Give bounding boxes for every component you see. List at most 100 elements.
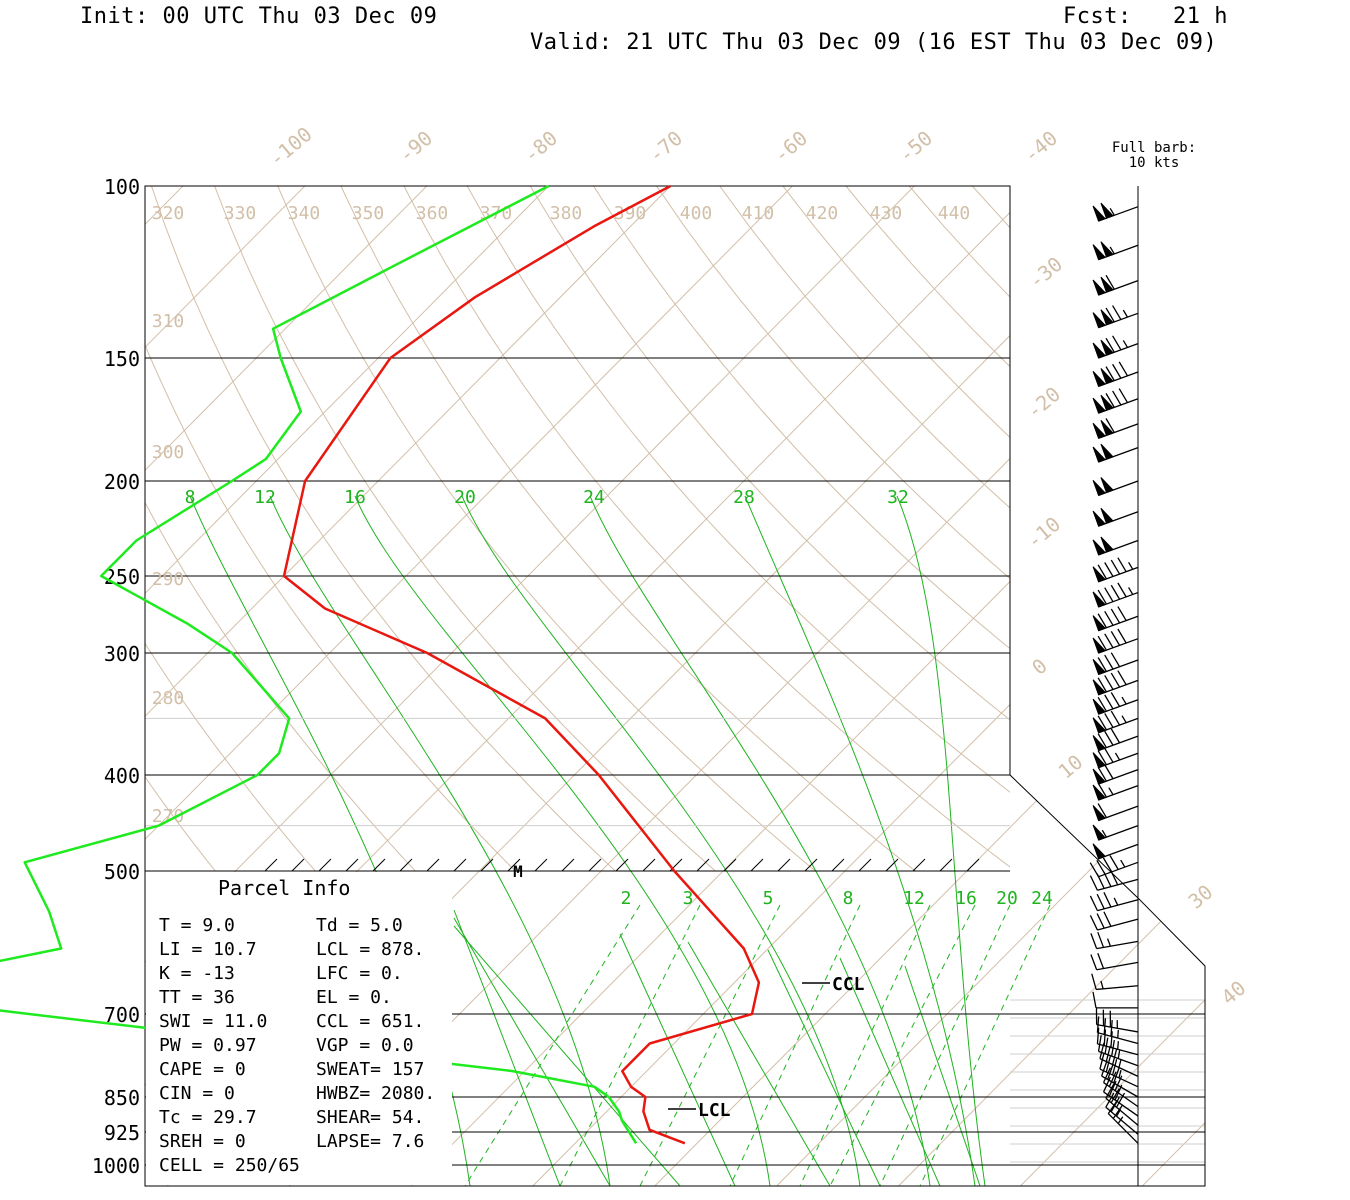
wind-barb bbox=[1091, 973, 1139, 991]
hatch-tick bbox=[561, 858, 575, 872]
pressure-tick-label: 300 bbox=[104, 642, 140, 666]
parcel-info-left: CELL = 250/65 bbox=[159, 1155, 300, 1176]
parcel-info-title: Parcel Info bbox=[218, 876, 350, 900]
theta-label: 430 bbox=[870, 203, 903, 224]
lcl-label: LCL bbox=[698, 1100, 731, 1121]
theta-label: 390 bbox=[614, 203, 647, 224]
isotherm-label: 40 bbox=[1217, 976, 1251, 1010]
mixing-ratio-label: 3 bbox=[683, 888, 694, 909]
barb-full bbox=[1112, 335, 1122, 351]
barb-full bbox=[1103, 911, 1112, 927]
parcel-info-left: CIN = 0 bbox=[159, 1083, 235, 1104]
mixing-ratio-label: 28 bbox=[733, 487, 755, 508]
wind-barb bbox=[1089, 892, 1139, 912]
mixing-ratio-dashed-line bbox=[919, 904, 1051, 1186]
barb-staff bbox=[1097, 918, 1139, 931]
isotherm-label: 10 bbox=[1054, 750, 1088, 784]
barb-pennant bbox=[1100, 536, 1114, 553]
wind-barb bbox=[1092, 274, 1139, 296]
wind-barb bbox=[1092, 418, 1139, 439]
barb-full bbox=[1096, 873, 1105, 889]
barb-full bbox=[1104, 587, 1114, 602]
barb-full bbox=[1097, 1035, 1102, 1052]
barb-full bbox=[1097, 677, 1107, 693]
barb-full bbox=[1110, 652, 1121, 668]
barb-staff bbox=[1103, 1082, 1139, 1108]
mixing-ratio-solid-line bbox=[453, 925, 681, 1186]
wind-barb bbox=[1099, 1053, 1139, 1088]
barb-full bbox=[1090, 933, 1098, 949]
mixing-ratio-label: 5 bbox=[763, 888, 774, 909]
barb-full bbox=[1097, 564, 1107, 580]
isotherm-line bbox=[0, 186, 61, 1186]
isotherm-label: -30 bbox=[1024, 252, 1067, 294]
barb-full bbox=[1104, 764, 1114, 780]
wind-barb bbox=[1092, 388, 1139, 414]
parcel-info-right: EL = 0. bbox=[316, 987, 392, 1008]
hatch-tick bbox=[534, 858, 548, 872]
dewpoint-line bbox=[0, 184, 638, 1144]
barb-pennant bbox=[1100, 368, 1114, 385]
isotherm-line bbox=[145, 186, 915, 1186]
wind-barb bbox=[1105, 1083, 1139, 1126]
barb-full bbox=[1105, 366, 1115, 381]
isotherm-label: 30 bbox=[1184, 880, 1218, 914]
isotherm-line bbox=[532, 186, 1205, 1186]
barb-full bbox=[1104, 654, 1114, 670]
barb-full bbox=[1108, 1080, 1117, 1097]
theta-label: 300 bbox=[152, 442, 185, 463]
isotherm-label: -10 bbox=[1022, 512, 1065, 554]
dry-adiabat-line bbox=[782, 186, 1010, 439]
theta-label: 280 bbox=[152, 688, 185, 709]
barb-half bbox=[1128, 561, 1134, 570]
barb-full bbox=[1118, 388, 1129, 403]
parcel-info-right: SWEAT= 157 bbox=[316, 1059, 424, 1080]
barb-full bbox=[1110, 710, 1121, 726]
barb-full bbox=[1110, 608, 1121, 624]
mixing-ratio-solid-line bbox=[619, 933, 736, 1186]
barb-full bbox=[1097, 766, 1107, 782]
barb-pennant bbox=[1100, 420, 1114, 437]
barb-full bbox=[1110, 692, 1121, 707]
barb-pennant bbox=[1092, 658, 1107, 676]
hatch-tick bbox=[912, 858, 926, 872]
barb-full bbox=[1103, 1076, 1111, 1093]
dry-adiabat-line bbox=[145, 642, 316, 871]
pressure-tick-label: 925 bbox=[104, 1121, 140, 1145]
isotherm-line bbox=[145, 186, 671, 1186]
barb-full bbox=[1111, 1048, 1118, 1065]
barb-full bbox=[1113, 1067, 1120, 1084]
wind-barb bbox=[1092, 536, 1139, 556]
dry-adiabat-lines bbox=[145, 186, 1010, 871]
isotherm-label: -40 bbox=[1019, 126, 1062, 168]
barb-full bbox=[1112, 363, 1122, 379]
parcel-info-left: K = -13 bbox=[159, 963, 235, 984]
barb-full bbox=[1110, 631, 1121, 646]
barb-half bbox=[1100, 980, 1104, 989]
parcel-info-left: LI = 10.7 bbox=[159, 939, 257, 960]
barb-half bbox=[1108, 787, 1114, 796]
barb-legend: Full barb: 10 kts bbox=[1112, 140, 1196, 171]
barb-full bbox=[1111, 1059, 1118, 1076]
barb-pennant bbox=[1092, 679, 1107, 696]
barb-pennant bbox=[1092, 342, 1107, 359]
parcel-info-right: SHEAR= 54. bbox=[316, 1107, 424, 1128]
barb-full bbox=[1118, 361, 1129, 377]
barb-full bbox=[1099, 1053, 1105, 1070]
mixing-ratio-lines bbox=[189, 495, 1051, 1186]
pressure-tick-label: 1000 bbox=[92, 1154, 140, 1178]
barb-full bbox=[1097, 733, 1107, 748]
wind-barb bbox=[1092, 710, 1139, 734]
barb-full bbox=[1105, 1045, 1111, 1062]
dry-adiabat-line bbox=[277, 186, 817, 871]
barb-half bbox=[1113, 897, 1119, 906]
barb-pennant bbox=[1092, 422, 1107, 439]
pressure-tick-label: 200 bbox=[104, 470, 140, 494]
barb-full bbox=[1097, 715, 1107, 731]
barb-full bbox=[1097, 589, 1107, 605]
mixing-ratio-dashed-line bbox=[559, 904, 701, 1186]
isotherm-label: -100 bbox=[264, 122, 316, 171]
barb-full bbox=[1117, 582, 1127, 598]
wind-barb bbox=[1092, 305, 1139, 329]
